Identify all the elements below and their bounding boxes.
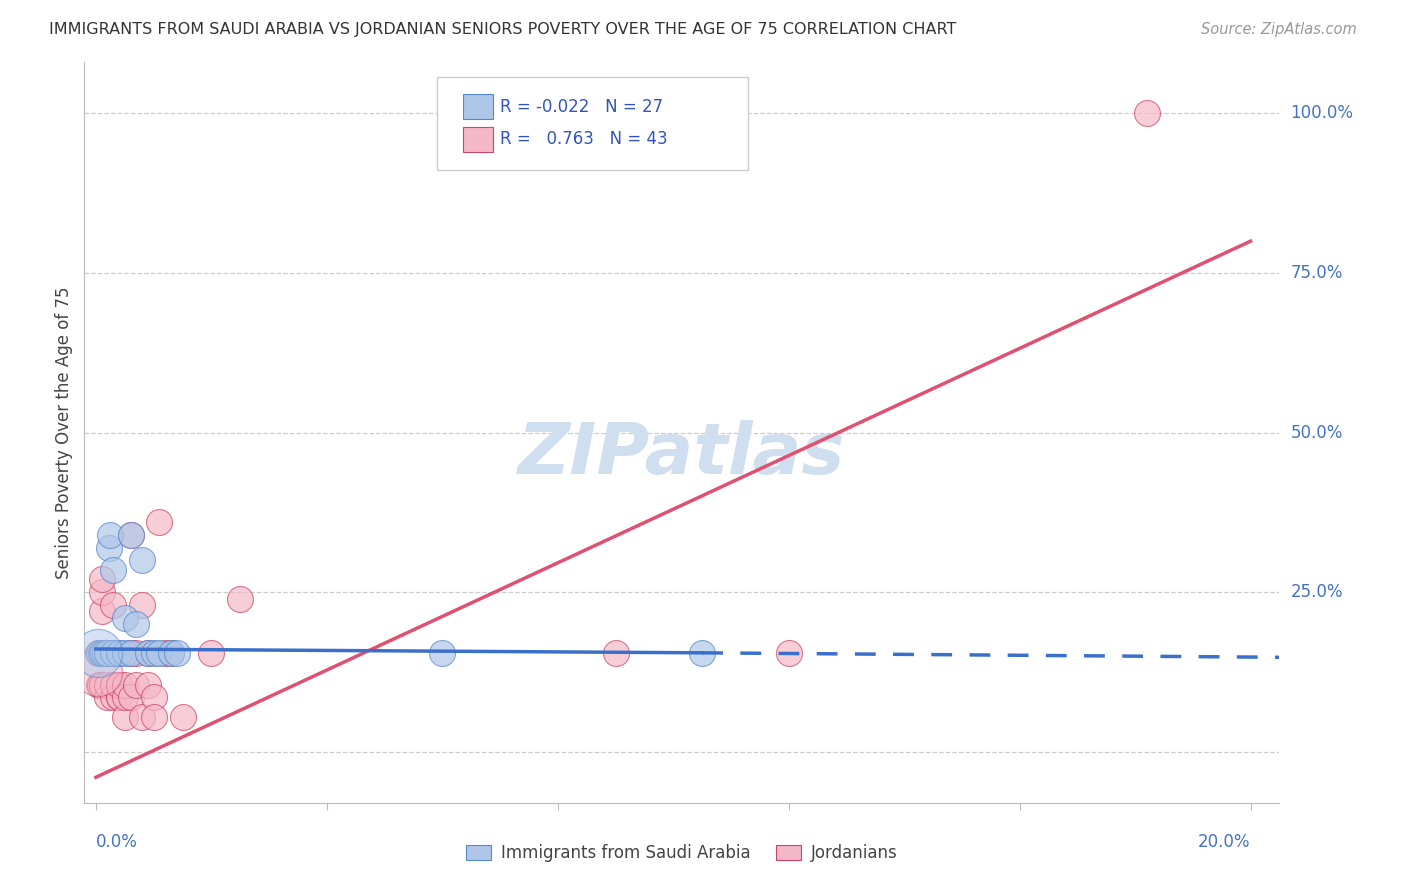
Point: [103, 646, 125, 660]
Point: [142, 646, 165, 660]
Point: [96, 646, 118, 660]
Point: [108, 646, 131, 660]
Text: 75.0%: 75.0%: [1291, 264, 1343, 282]
Text: 20.0%: 20.0%: [1198, 833, 1250, 851]
Point: [136, 678, 159, 692]
Point: [103, 690, 125, 705]
Point: [114, 646, 136, 660]
Point: [148, 646, 170, 660]
Point: [131, 553, 153, 567]
Point: [114, 690, 136, 705]
Point: [120, 690, 142, 705]
Point: [90, 646, 112, 660]
Point: [103, 563, 125, 577]
Point: [108, 646, 131, 660]
Bar: [463, 127, 494, 152]
Point: [142, 690, 165, 705]
Point: [96, 646, 118, 660]
Text: R =   0.763   N = 43: R = 0.763 N = 43: [501, 130, 668, 148]
Point: [103, 646, 125, 660]
Point: [131, 709, 153, 723]
Point: [108, 690, 131, 705]
Text: 25.0%: 25.0%: [1291, 583, 1343, 601]
Point: [97, 541, 120, 555]
Point: [93, 646, 115, 660]
Point: [96, 690, 118, 705]
Point: [1136, 106, 1159, 120]
Point: [90, 604, 112, 618]
Point: [90, 678, 112, 692]
Point: [690, 646, 713, 660]
Bar: [463, 95, 494, 120]
Point: [96, 646, 118, 660]
Point: [98, 527, 121, 541]
Point: [120, 527, 142, 541]
Point: [125, 678, 148, 692]
Point: [148, 515, 170, 529]
Point: [103, 678, 125, 692]
Point: [120, 646, 142, 660]
Point: [432, 646, 454, 660]
Point: [87, 678, 110, 692]
Point: [90, 646, 112, 660]
Y-axis label: Seniors Poverty Over the Age of 75: Seniors Poverty Over the Age of 75: [55, 286, 73, 579]
Point: [89, 646, 111, 660]
Point: [125, 646, 148, 660]
Point: [91, 646, 114, 660]
Point: [108, 690, 131, 705]
Text: 50.0%: 50.0%: [1291, 424, 1343, 442]
Point: [778, 646, 800, 660]
Legend: Immigrants from Saudi Arabia, Jordanians: Immigrants from Saudi Arabia, Jordanians: [460, 838, 904, 869]
Text: R = -0.022   N = 27: R = -0.022 N = 27: [501, 98, 664, 116]
Point: [142, 709, 165, 723]
Point: [103, 598, 125, 612]
Point: [153, 646, 176, 660]
Point: [114, 709, 136, 723]
Point: [114, 678, 136, 692]
Text: 100.0%: 100.0%: [1291, 104, 1354, 122]
Point: [136, 646, 159, 660]
Point: [125, 617, 148, 632]
Text: 0.0%: 0.0%: [96, 833, 138, 851]
Point: [90, 585, 112, 599]
Point: [605, 646, 627, 660]
Point: [136, 646, 159, 660]
Point: [96, 678, 118, 692]
Point: [90, 573, 112, 587]
Point: [108, 678, 131, 692]
Text: Source: ZipAtlas.com: Source: ZipAtlas.com: [1201, 22, 1357, 37]
Point: [86, 665, 108, 679]
Point: [90, 646, 112, 660]
Point: [229, 591, 252, 606]
Point: [86, 646, 108, 660]
Point: [89, 678, 111, 692]
Point: [166, 646, 188, 660]
Point: [120, 646, 142, 660]
Point: [86, 646, 108, 660]
Point: [200, 646, 222, 660]
Point: [120, 527, 142, 541]
Point: [131, 598, 153, 612]
Point: [172, 709, 194, 723]
FancyBboxPatch shape: [437, 78, 748, 169]
Point: [160, 646, 183, 660]
Point: [103, 646, 125, 660]
Text: ZIPatlas: ZIPatlas: [519, 420, 845, 490]
Point: [87, 646, 110, 660]
Point: [108, 678, 131, 692]
Point: [114, 611, 136, 625]
Text: IMMIGRANTS FROM SAUDI ARABIA VS JORDANIAN SENIORS POVERTY OVER THE AGE OF 75 COR: IMMIGRANTS FROM SAUDI ARABIA VS JORDANIA…: [49, 22, 956, 37]
Point: [160, 646, 183, 660]
